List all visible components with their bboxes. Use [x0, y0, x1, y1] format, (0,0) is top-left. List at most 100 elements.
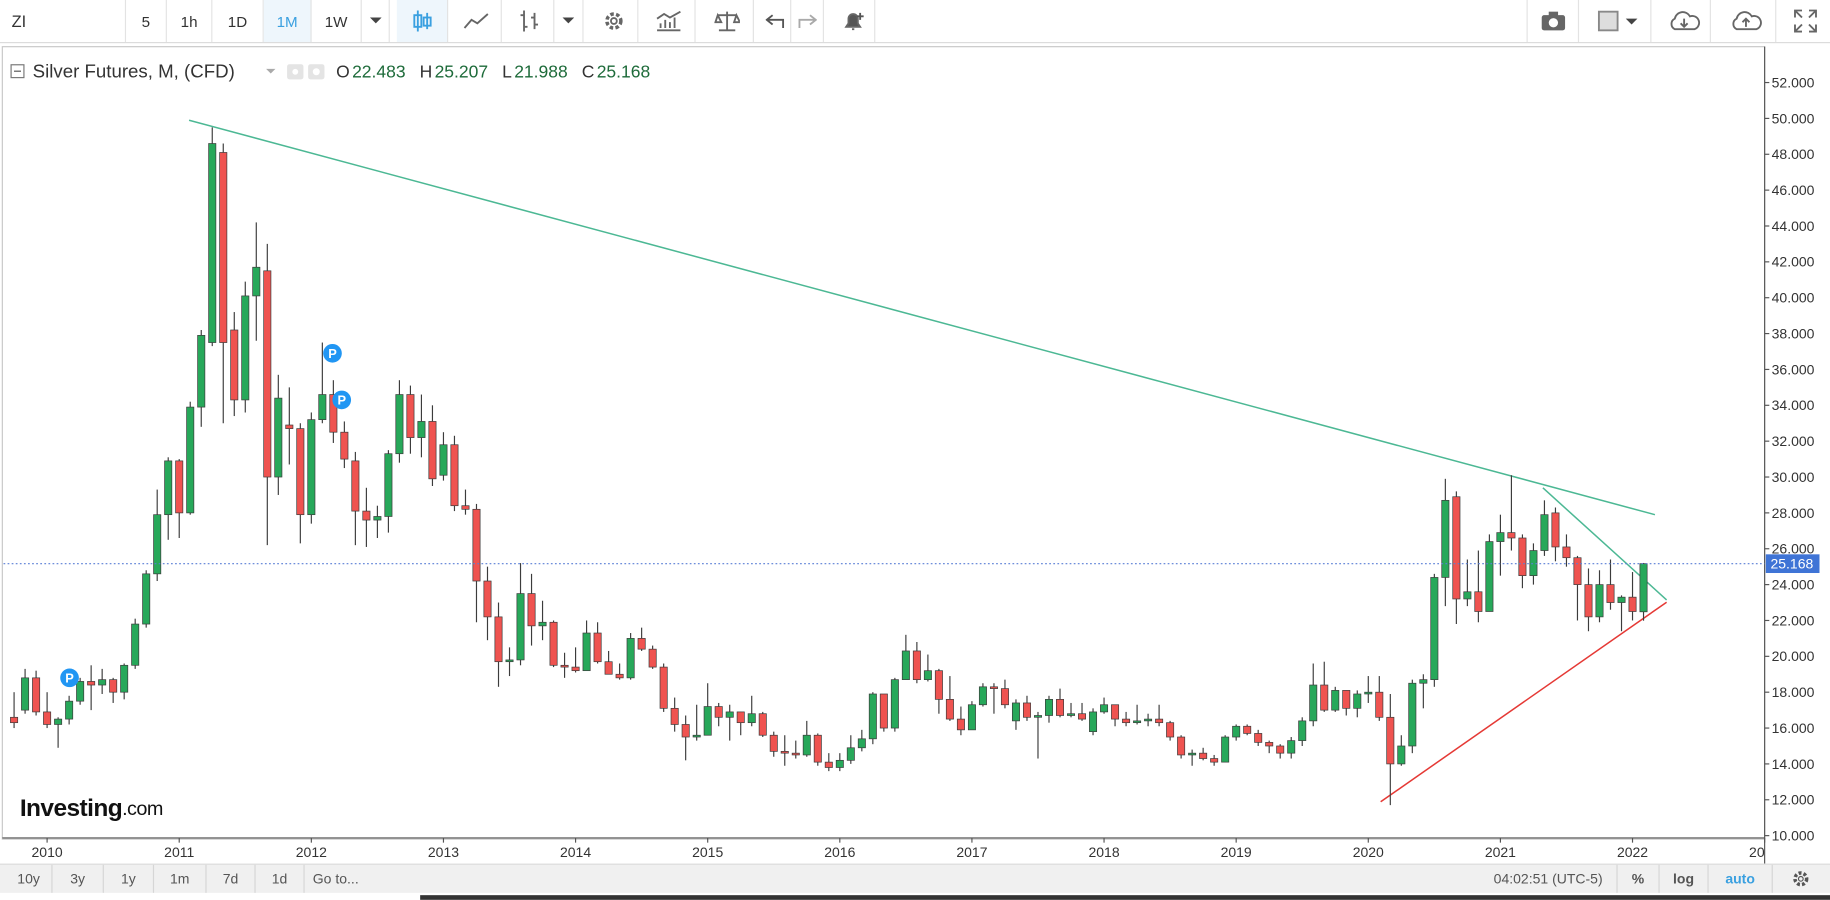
- y-tick-label: 22.000: [1772, 612, 1815, 628]
- candle-body: [879, 693, 888, 729]
- candle-body: [417, 421, 426, 438]
- ohlc-value: 22.483: [352, 61, 406, 81]
- candle-body: [989, 686, 998, 689]
- candle-body: [351, 460, 360, 512]
- legend-dropdown[interactable]: [266, 68, 276, 74]
- interval-button[interactable]: 1M: [263, 0, 312, 43]
- range-button[interactable]: 7d: [207, 864, 256, 893]
- save-button[interactable]: [1716, 0, 1777, 43]
- percent-button[interactable]: %: [1618, 864, 1660, 893]
- cloud-down-icon: [1670, 11, 1700, 31]
- undo-button[interactable]: [759, 0, 792, 43]
- candle-body: [1573, 557, 1582, 585]
- legend-title: Silver Futures, M, (CFD): [33, 60, 235, 81]
- candle-body: [725, 711, 734, 718]
- y-tick-label: 42.000: [1772, 254, 1815, 270]
- interval-dropdown[interactable]: [362, 0, 390, 43]
- gear-icon: [604, 12, 623, 30]
- watermark: Investing.com: [20, 795, 164, 822]
- candle-body: [307, 419, 316, 516]
- candle-body: [274, 397, 283, 478]
- interval-button[interactable]: 1h: [167, 0, 213, 43]
- interval-button[interactable]: 1D: [212, 0, 264, 43]
- range-button[interactable]: 3y: [53, 864, 104, 893]
- candle-body: [857, 738, 866, 749]
- candle-body: [802, 734, 811, 756]
- watermark-brand: Investing.com: [20, 795, 163, 822]
- candle-body: [109, 679, 118, 693]
- range-button[interactable]: 1m: [154, 864, 207, 893]
- clock: 04:02:51 (UTC-5): [1480, 864, 1618, 893]
- x-axis-labels: 2010 2011 2012 2013 2014 2015 2016 2017 2018 2019…: [32, 844, 1765, 860]
- candle-body: [659, 666, 668, 709]
- interval-button[interactable]: 1W: [312, 0, 362, 43]
- candle-body: [54, 718, 63, 725]
- candle-body: [1408, 682, 1417, 747]
- candle-body: [670, 707, 679, 725]
- range-button[interactable]: 10y: [6, 864, 53, 893]
- range-button[interactable]: 1y: [104, 864, 155, 893]
- indicators-button[interactable]: [642, 0, 696, 43]
- alert-button[interactable]: [831, 0, 876, 43]
- candle-body: [384, 453, 393, 517]
- compare-button[interactable]: [700, 0, 754, 43]
- candle-body: [1595, 584, 1604, 618]
- color-button[interactable]: [1584, 0, 1652, 43]
- line-chart-button[interactable]: [450, 0, 502, 43]
- candle-body: [747, 713, 756, 724]
- candle-body: [912, 650, 921, 680]
- candle-body: [1617, 596, 1626, 603]
- y-tick-label: 48.000: [1772, 146, 1815, 162]
- fullscreen-button[interactable]: [1782, 0, 1829, 42]
- candle-body: [582, 632, 591, 672]
- candle-body: [1375, 691, 1384, 718]
- x-tick-label: 2016: [824, 844, 855, 860]
- x-tick-label: 2015: [692, 844, 723, 860]
- goto-button[interactable]: Go to...: [312, 870, 359, 887]
- symbol-input[interactable]: ZI: [0, 0, 127, 43]
- load-button[interactable]: [1657, 0, 1711, 43]
- x-tick-label: 2022: [1617, 844, 1648, 860]
- candle-body: [1562, 546, 1571, 559]
- candle-body: [1309, 684, 1318, 722]
- candle-body: [395, 394, 404, 455]
- y-tick-label: 46.000: [1772, 182, 1815, 198]
- candle-body: [164, 460, 173, 516]
- candle-body: [263, 270, 272, 478]
- candle-body: [1276, 745, 1285, 754]
- y-tick-label: 32.000: [1772, 433, 1815, 449]
- color-icon: [1597, 10, 1637, 32]
- candle-body: [208, 143, 217, 343]
- interval-button[interactable]: 5: [126, 0, 167, 43]
- candle-body: [1452, 496, 1461, 600]
- candles-button[interactable]: [396, 0, 449, 43]
- candle-body: [923, 670, 932, 680]
- x-tick-label: 2011: [164, 844, 194, 860]
- candle-body: [1045, 699, 1053, 716]
- range-button[interactable]: 1d: [256, 864, 305, 893]
- candle-body: [846, 747, 855, 761]
- candle-body: [428, 421, 437, 480]
- redo-button[interactable]: [791, 0, 824, 43]
- settings-button[interactable]: [589, 0, 639, 43]
- log-button[interactable]: log: [1660, 864, 1709, 893]
- bars-button[interactable]: [505, 0, 555, 43]
- auto-button[interactable]: auto: [1709, 864, 1773, 893]
- event-marker: [323, 343, 342, 363]
- snapshot-button[interactable]: [1526, 0, 1580, 43]
- candle-body: [1177, 736, 1186, 756]
- candle-body: [516, 593, 525, 661]
- candle-body: [835, 759, 844, 768]
- candle-body: [736, 711, 745, 724]
- chart-type-dropdown[interactable]: [554, 0, 584, 43]
- y-tick-label: 34.000: [1772, 397, 1815, 413]
- candle-body: [1056, 699, 1064, 716]
- settings-button[interactable]: [1780, 865, 1822, 893]
- bottom-strip: [420, 895, 1830, 900]
- candle-body: [1122, 718, 1131, 724]
- candles-icon: [412, 10, 432, 32]
- candle-body: [1507, 532, 1516, 539]
- candle-body: [1364, 691, 1373, 695]
- candle-body: [98, 679, 107, 686]
